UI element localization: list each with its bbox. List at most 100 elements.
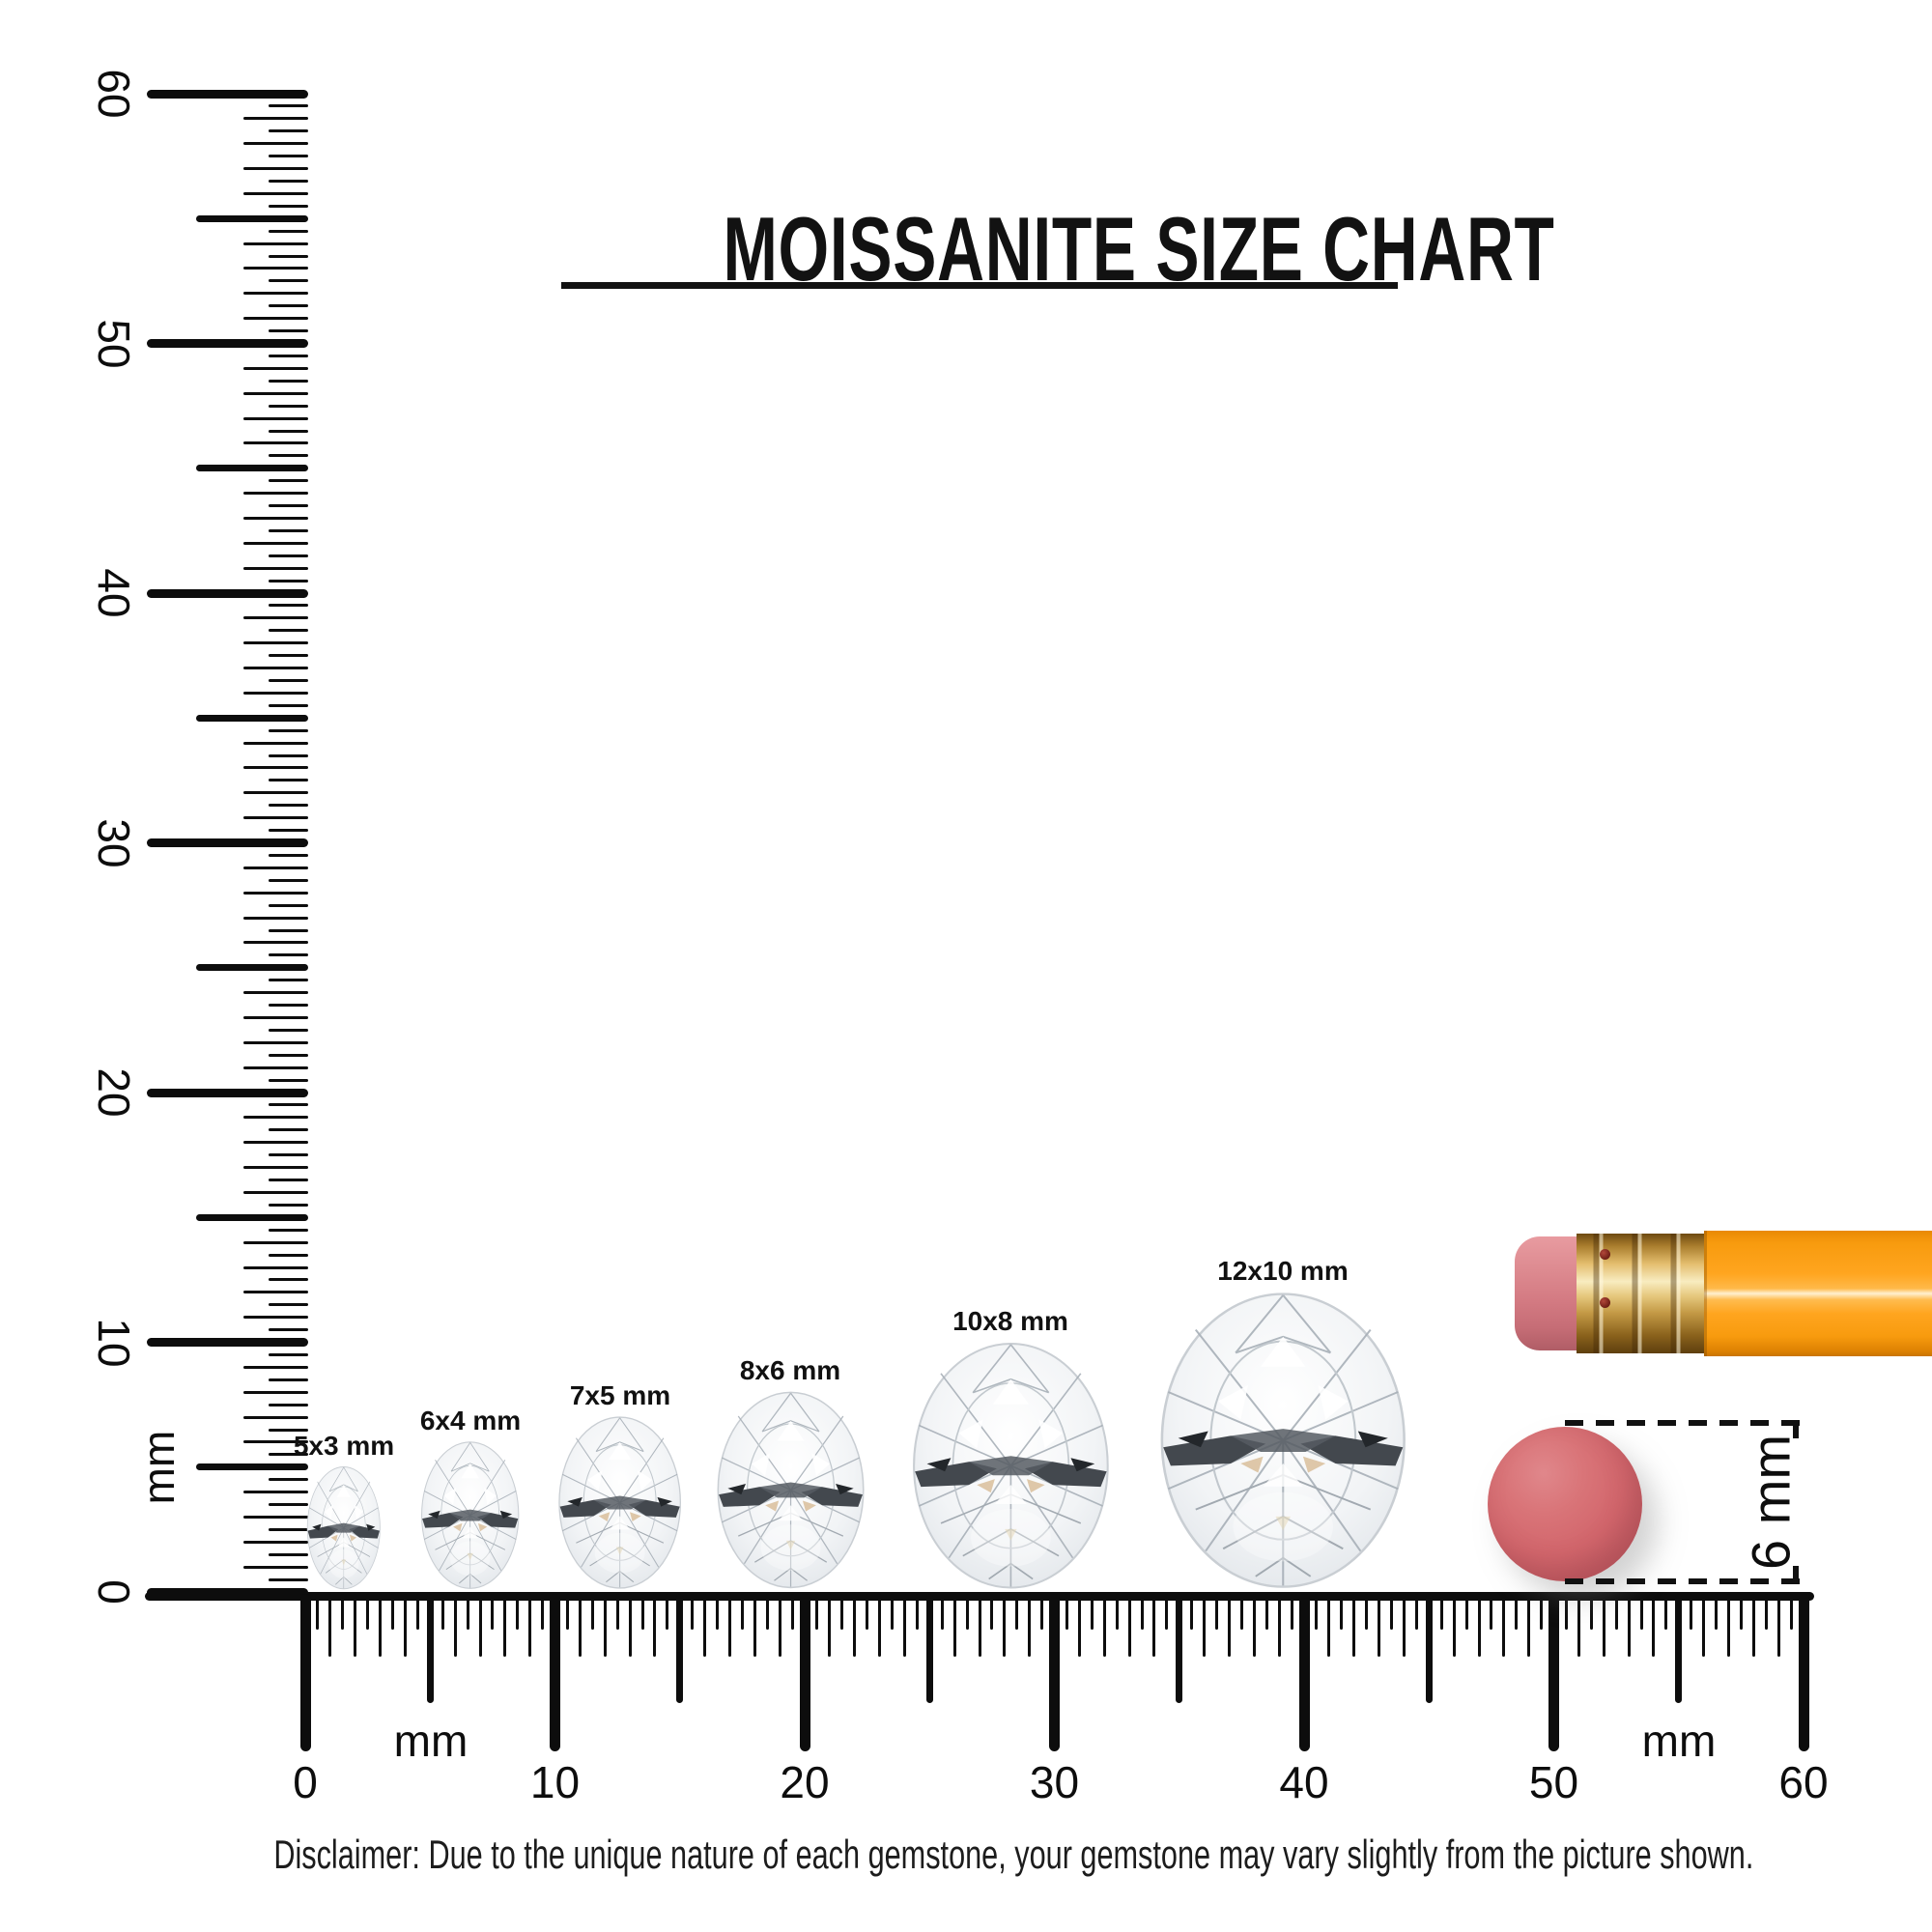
- v-ruler-number-50: 50: [89, 318, 139, 369]
- h-ruler-tick: [1515, 1594, 1519, 1630]
- v-ruler-tick: [243, 616, 308, 620]
- h-ruler-tick: [1639, 1594, 1643, 1630]
- h-ruler-number-30: 30: [1029, 1757, 1080, 1807]
- v-ruler-tick: [269, 1352, 308, 1356]
- v-ruler-tick: [196, 964, 308, 972]
- v-ruler-tick: [269, 104, 308, 108]
- v-ruler-tick: [269, 1179, 308, 1181]
- gem-image: [558, 1416, 682, 1589]
- v-ruler-tick: [243, 391, 308, 395]
- stone-8x6mm: [716, 1390, 866, 1590]
- gem-image: [717, 1391, 865, 1589]
- h-ruler-tick: [1228, 1594, 1231, 1657]
- h-ruler-tick: [1675, 1594, 1683, 1703]
- ferrule-crimp-dot: [1600, 1297, 1610, 1308]
- v-ruler-tick: [147, 1088, 308, 1097]
- h-ruler-tick: [703, 1594, 707, 1657]
- h-ruler-tick: [1602, 1594, 1605, 1657]
- h-ruler-tick: [328, 1594, 332, 1657]
- v-ruler-tick: [269, 1303, 308, 1307]
- h-ruler-tick: [1577, 1594, 1580, 1657]
- h-ruler-tick: [1490, 1594, 1493, 1630]
- v-ruler-tick: [269, 1478, 308, 1482]
- v-ruler-tick: [269, 454, 308, 458]
- h-ruler-tick: [1776, 1594, 1780, 1657]
- h-ruler-tick: [1727, 1594, 1730, 1657]
- v-ruler-tick: [243, 142, 308, 146]
- v-ruler-tick: [243, 1190, 308, 1194]
- h-ruler-tick: [391, 1594, 394, 1630]
- h-ruler-tick: [1352, 1594, 1356, 1657]
- v-ruler-tick: [243, 941, 308, 945]
- measure-dash-end-bottom: [1793, 1566, 1799, 1584]
- v-ruler-tick: [243, 741, 308, 745]
- v-ruler-tick: [147, 838, 308, 847]
- h-ruler-tick: [491, 1594, 495, 1630]
- h-ruler-tick: [503, 1594, 507, 1657]
- eraser-diameter-label: 6 mm: [1740, 1435, 1802, 1570]
- h-ruler-tick: [799, 1594, 810, 1751]
- h-ruler-tick: [1327, 1594, 1331, 1657]
- h-ruler-tick: [1739, 1594, 1743, 1630]
- horizontal-ruler-unit-label-right: mm: [1641, 1716, 1717, 1766]
- h-ruler-tick: [528, 1594, 532, 1657]
- v-ruler-tick: [243, 891, 308, 895]
- v-ruler-tick: [243, 1491, 308, 1494]
- v-ruler-tick: [243, 1166, 308, 1169]
- v-ruler-tick: [269, 1527, 308, 1531]
- h-ruler-tick: [1751, 1594, 1755, 1657]
- stone-label: 10x8 mm: [952, 1305, 1068, 1336]
- h-ruler-tick: [299, 1594, 311, 1751]
- v-ruler-tick: [269, 579, 308, 582]
- v-ruler-tick: [243, 242, 308, 245]
- v-ruler-number-40: 40: [89, 568, 139, 618]
- h-ruler-tick: [952, 1594, 956, 1657]
- h-ruler-tick: [1252, 1594, 1256, 1657]
- h-ruler-tick: [1340, 1594, 1344, 1630]
- h-ruler-tick: [440, 1594, 444, 1630]
- h-ruler-tick: [1298, 1594, 1310, 1751]
- v-ruler-tick: [243, 1065, 308, 1069]
- v-ruler-tick: [269, 254, 308, 258]
- v-ruler-tick: [196, 465, 308, 472]
- v-ruler-tick: [243, 167, 308, 170]
- h-ruler-tick: [1564, 1594, 1568, 1630]
- v-ruler-tick: [269, 304, 308, 308]
- v-ruler-tick: [243, 1540, 308, 1544]
- h-ruler-tick: [1414, 1594, 1418, 1630]
- v-ruler-tick: [269, 1503, 308, 1506]
- h-ruler-tick: [1439, 1594, 1443, 1630]
- v-ruler-number-20: 20: [89, 1067, 139, 1118]
- v-ruler-tick: [269, 180, 308, 183]
- h-ruler-tick: [1452, 1594, 1456, 1657]
- v-ruler-tick: [243, 416, 308, 420]
- disclaimer-text: Disclaimer: Due to the unique nature of …: [273, 1832, 1754, 1877]
- v-ruler-tick: [243, 1116, 308, 1120]
- h-ruler-tick: [1378, 1594, 1380, 1657]
- v-ruler-tick: [269, 953, 308, 957]
- v-ruler-tick: [196, 214, 308, 222]
- v-ruler-tick: [243, 1240, 308, 1244]
- h-ruler-tick: [765, 1594, 769, 1630]
- h-ruler-tick: [415, 1594, 419, 1630]
- h-ruler-number-60: 60: [1778, 1757, 1829, 1807]
- h-ruler-tick: [778, 1594, 781, 1657]
- h-ruler-tick: [1614, 1594, 1618, 1630]
- stone-10x8mm: [911, 1341, 1111, 1591]
- v-ruler-tick: [269, 404, 308, 408]
- v-ruler-tick: [269, 329, 308, 333]
- v-ruler-tick: [269, 679, 308, 682]
- h-ruler-tick: [815, 1594, 819, 1630]
- stone-label: 8x6 mm: [739, 1355, 841, 1386]
- h-ruler-tick: [478, 1594, 482, 1657]
- h-ruler-tick: [1477, 1594, 1481, 1657]
- h-ruler-tick: [915, 1594, 919, 1630]
- disclaimer-row: Disclaimer: Due to the unique nature of …: [0, 1832, 1932, 1878]
- v-ruler-tick: [269, 1228, 308, 1232]
- measure-dash-end-top: [1793, 1420, 1799, 1438]
- stone-12x10mm: [1158, 1291, 1408, 1590]
- eraser-end-view: [1488, 1427, 1642, 1581]
- v-ruler-tick: [243, 1365, 308, 1369]
- v-ruler-number-0: 0: [89, 1579, 139, 1605]
- h-ruler-tick: [978, 1594, 981, 1657]
